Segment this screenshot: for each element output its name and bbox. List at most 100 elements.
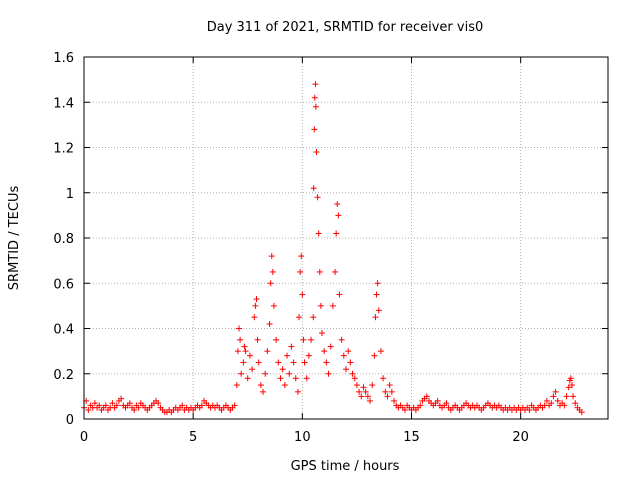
x-tick-label: 10 [294,430,311,445]
data-point [264,348,271,355]
data-point [298,253,305,260]
data-point [310,185,317,192]
data-point [316,268,323,275]
data-point [563,393,570,400]
data-point [321,348,328,355]
y-tick-label: 1.4 [53,96,74,111]
data-point [253,296,260,303]
data-point [578,409,585,416]
data-point [310,314,317,321]
data-point [333,230,340,237]
data-point [334,201,341,208]
data-point [336,291,343,298]
x-tick-label: 20 [512,430,529,445]
data-point [135,404,142,411]
data-point [234,348,241,355]
data-point [565,384,572,391]
data-point [246,352,253,359]
data-point [380,375,387,382]
x-axis-label: GPS time / hours [291,459,400,474]
data-point [371,352,378,359]
data-point [349,370,356,377]
data-point [301,359,308,366]
y-tick-label: 0 [66,413,74,428]
data-point [329,302,336,309]
data-point [335,212,342,219]
data-point [382,388,389,395]
data-point [277,375,284,382]
data-point [311,94,318,101]
data-point [347,359,354,366]
data-point [351,375,358,382]
data-point [96,402,103,409]
axis-ticks: 0 0.2 0.4 0.6 0.8 1 1.2 1.4 1.6 0 5 10 15 20 [53,51,608,445]
data-point [244,375,251,382]
data-point [126,400,133,407]
data-point [85,406,92,413]
data-point [360,384,367,391]
data-point [198,402,205,409]
data-point [386,382,393,389]
data-point [401,406,408,413]
data-point [294,388,301,395]
data-point [561,402,568,409]
data-point [318,330,325,337]
data-point [367,397,374,404]
data-point [374,280,381,287]
y-tick-label: 1.6 [53,51,74,66]
data-point [314,194,321,201]
data-point [325,370,332,377]
data-point [303,375,310,382]
y-tick-label: 0.2 [53,368,74,383]
data-point [554,397,561,404]
data-point [312,81,319,88]
data-point [543,397,550,404]
y-axis-label: SRMTID / TECUs [7,186,22,291]
data-point [262,370,269,377]
data-point [292,375,299,382]
data-point [257,382,264,389]
data-point [443,400,450,407]
data-point [391,397,398,404]
data-point [308,336,315,343]
data-point [233,382,240,389]
data-point [552,388,559,395]
data-point [288,343,295,350]
data-point [102,402,109,409]
data-point [526,406,533,413]
data-point [267,280,274,287]
data-point [548,400,555,407]
data-point [237,336,244,343]
data-point [417,402,424,409]
data-point [332,268,339,275]
data-point [572,400,579,407]
data-point [131,406,138,413]
data-point [356,388,363,395]
data-point [240,359,247,366]
data-point [384,393,391,400]
data-point [251,314,258,321]
data-point [266,320,273,327]
data-point [241,343,248,350]
data-point [311,126,318,133]
data-point [340,352,347,359]
x-tick-label: 5 [189,430,197,445]
data-point [231,402,238,409]
data-point [296,314,303,321]
data-point [91,400,98,407]
data-point [570,393,577,400]
data-point [388,388,395,395]
data-point [113,402,120,409]
data-point [323,359,330,366]
data-point [290,359,297,366]
data-point [118,395,125,402]
data-point [238,370,245,377]
data-point [434,397,441,404]
data-point [364,393,371,400]
data-point [362,388,369,395]
data-point [358,393,365,400]
data-point [284,352,291,359]
y-tick-label: 1 [66,187,74,202]
data-point [279,366,286,373]
